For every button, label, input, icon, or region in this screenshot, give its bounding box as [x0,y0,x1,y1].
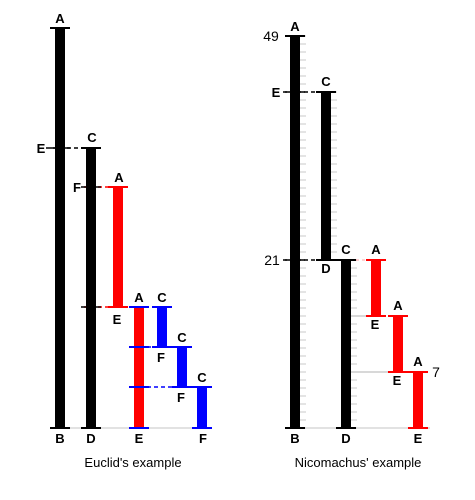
label-nico-d-black2: D [321,261,330,276]
label-nico-e-left: E [272,85,281,100]
label-nico-e-red1: E [371,317,380,332]
label-nico-a-top: A [290,19,300,34]
label-euclid-a-red2: A [134,290,144,305]
nico-bar-red1 [371,260,381,316]
bar-blue-2 [177,347,187,387]
label-euclid-c-blue2: C [177,330,187,345]
label-euclid-e-bottom: E [135,431,144,446]
caption-euclid: Euclid's example [84,455,181,470]
label-nico-a-red2: A [393,298,403,313]
nico-bar-cd2 [341,260,351,428]
value-7: 7 [432,364,440,380]
label-euclid-a-top: A [55,11,65,26]
caption-nicomachus: Nicomachus' example [295,455,422,470]
nico-bar-ab [290,36,300,428]
bar-red-2 [134,307,144,428]
nico-bar-red2 [393,316,403,372]
label-euclid-b-bottom: B [55,431,64,446]
bar-cd [86,148,96,428]
label-euclid-c-blue1: C [157,290,167,305]
label-nico-b-bottom: B [290,431,299,446]
nicomachus-example: 49 21 7 A B E C D C D A E A E A E Nicoma… [263,19,440,470]
label-nico-a-red1: A [371,242,381,257]
bar-red-1 [113,187,123,307]
value-49: 49 [263,28,279,44]
label-euclid-e-red1: E [113,312,122,327]
label-euclid-f-blue1: F [157,350,165,365]
label-nico-c-black3: C [341,242,351,257]
label-nico-d-bottom: D [341,431,350,446]
label-euclid-e-left: E [37,141,46,156]
nico-bar-cd1 [321,92,331,260]
euclid-example: A B E C D F A E A E C F C F C F Euclid's… [37,11,212,470]
label-nico-a-red3: A [413,354,423,369]
label-euclid-c-blue3: C [197,370,207,385]
bar-ab [55,28,65,428]
label-euclid-f-blue2: F [177,390,185,405]
value-21: 21 [264,252,280,268]
label-euclid-f-left: F [73,180,81,195]
nico-bar-red3 [413,372,423,428]
bar-blue-3 [197,387,207,428]
label-euclid-d-bottom: D [86,431,95,446]
label-nico-c-black2: C [321,74,331,89]
label-nico-e-red2: E [393,373,402,388]
label-euclid-a-red1: A [114,170,124,185]
label-euclid-c-top: C [87,130,97,145]
bar-blue-1 [157,307,167,347]
label-nico-e-bottom: E [414,431,423,446]
label-euclid-f-bottom: F [199,431,207,446]
